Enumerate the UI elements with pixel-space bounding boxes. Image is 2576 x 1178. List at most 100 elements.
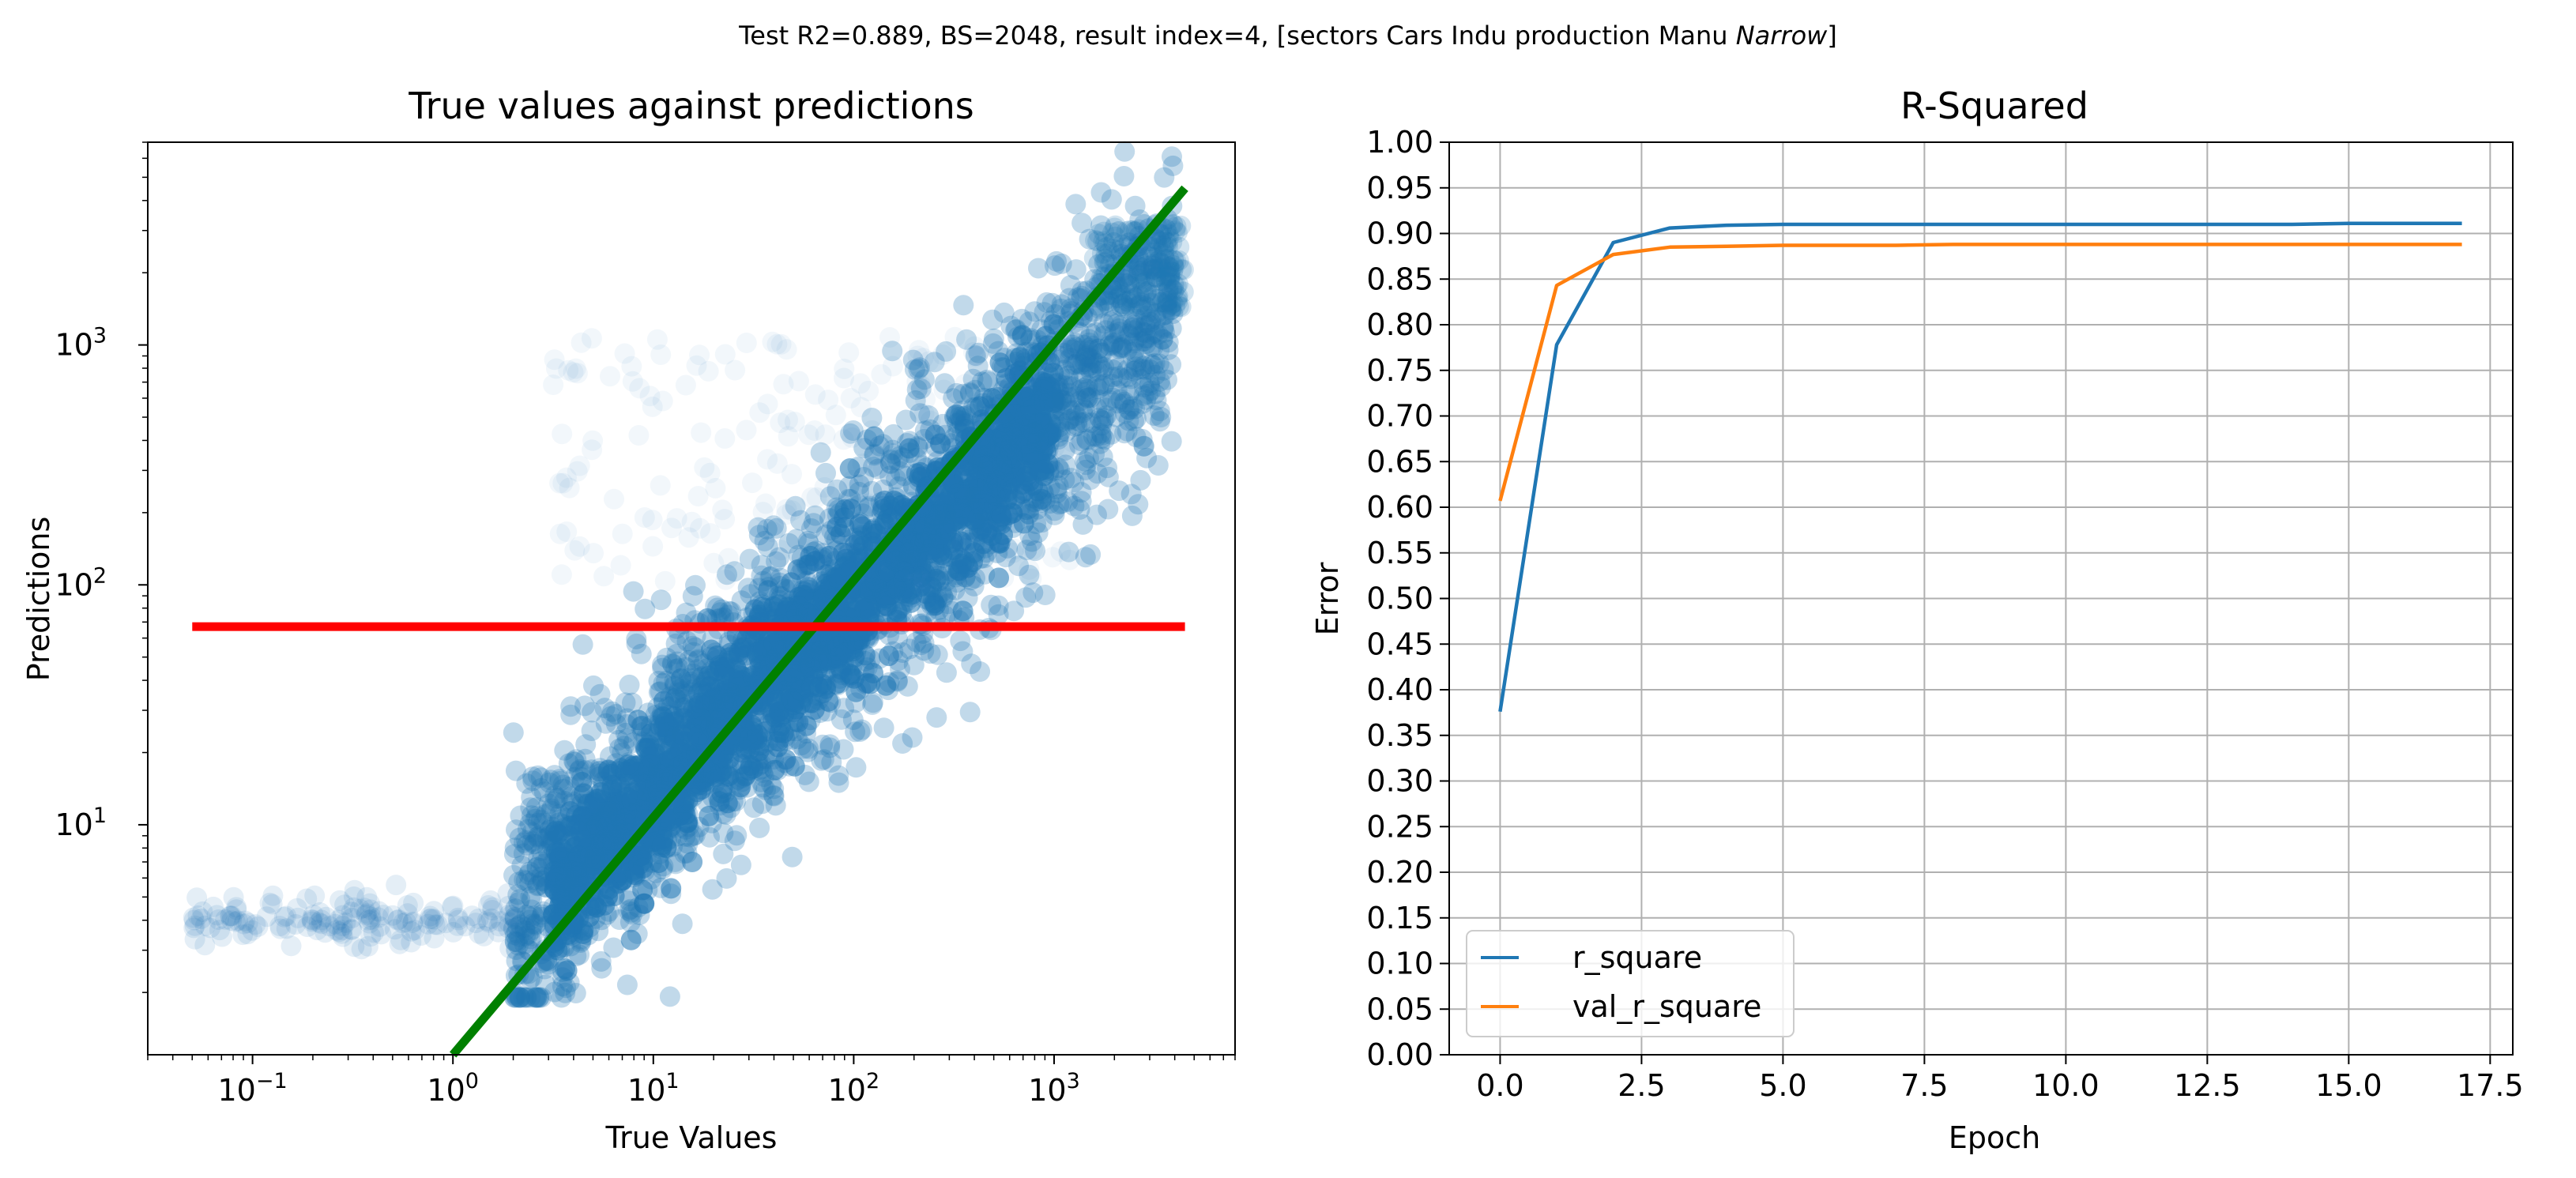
- scatter-point: [1154, 322, 1175, 343]
- y-tick-label: 0.80: [1366, 307, 1433, 342]
- scatter-point: [1067, 410, 1088, 431]
- scatter-point: [1089, 356, 1110, 377]
- scatter-point: [1130, 469, 1151, 491]
- scatter-point: [281, 935, 302, 957]
- scatter-point: [1120, 368, 1142, 390]
- y-tick-label: 0.40: [1366, 672, 1433, 707]
- suptitle-prefix: Test R2=0.889, BS=2048, result index=4, …: [738, 21, 1736, 51]
- scatter-point: [608, 909, 630, 930]
- scatter-point: [810, 442, 831, 463]
- scatter-point: [1143, 284, 1165, 306]
- scatter-point: [1096, 405, 1117, 427]
- scatter-point: [1128, 261, 1150, 282]
- scatter-point: [765, 795, 786, 816]
- scatter-point: [790, 510, 812, 531]
- scatter-point: [1048, 475, 1069, 496]
- scatter-point: [1003, 542, 1024, 563]
- scatter-point: [784, 755, 805, 777]
- scatter-point: [1162, 155, 1184, 176]
- scatter-point: [918, 405, 940, 426]
- scatter-point: [507, 916, 529, 937]
- scatter-point: [1110, 284, 1131, 305]
- scatter-point: [1071, 213, 1093, 234]
- scatter-point: [1135, 333, 1157, 355]
- scatter-point: [955, 487, 976, 508]
- scatter-point: [1129, 343, 1151, 364]
- y-tick-label: 0.10: [1366, 947, 1433, 981]
- scatter-point: [981, 594, 1002, 615]
- scatter-point: [1146, 309, 1167, 330]
- scatter-point: [1070, 390, 1091, 412]
- scatter-point: [569, 455, 590, 476]
- scatter-point: [1090, 409, 1112, 431]
- scatter-point: [661, 653, 683, 674]
- scatter-point: [1077, 387, 1098, 408]
- scatter-point: [511, 855, 533, 876]
- scatter-point: [753, 777, 774, 798]
- scatter-point: [1075, 428, 1097, 450]
- scatter-point: [838, 476, 860, 497]
- scatter-point: [1116, 220, 1137, 242]
- scatter-point: [559, 477, 580, 499]
- scatter-point: [781, 464, 802, 485]
- scatter-point: [1060, 491, 1081, 513]
- scatter-point: [1145, 267, 1166, 288]
- scatter-point: [525, 913, 547, 935]
- scatter-point: [1079, 355, 1100, 376]
- scatter-point: [564, 540, 586, 561]
- scatter-point: [666, 508, 687, 529]
- scatter-point: [514, 920, 536, 941]
- scatter-point: [1155, 219, 1177, 240]
- scatter-point: [1091, 359, 1113, 381]
- scatter-point: [1093, 375, 1114, 397]
- scatter-point: [714, 344, 736, 365]
- scatter-point: [1125, 288, 1147, 309]
- scatter-point: [886, 469, 906, 490]
- series-line-r_square: [1498, 221, 2462, 713]
- scatter-point: [673, 800, 695, 821]
- scatter-point: [740, 755, 761, 776]
- scatter-point: [601, 774, 623, 796]
- scatter-point: [935, 491, 956, 513]
- scatter-point: [1070, 379, 1091, 401]
- scatter-point: [1161, 318, 1182, 339]
- scatter-point: [504, 837, 525, 859]
- scatter-point: [1123, 333, 1144, 354]
- scatter-point: [631, 643, 652, 664]
- x-tick-label: 17.5: [2457, 1068, 2524, 1103]
- scatter-point: [1025, 540, 1045, 562]
- y-tick-label: 0.60: [1366, 490, 1433, 525]
- scatter-point: [1090, 215, 1112, 236]
- scatter-point: [1072, 354, 1093, 375]
- scatter-point: [960, 533, 981, 553]
- scatter-point: [508, 892, 529, 913]
- scatter-point: [545, 820, 567, 841]
- scatter-point: [878, 645, 899, 667]
- scatter-point: [716, 868, 737, 889]
- scatter-point: [518, 864, 539, 885]
- scatter-point: [1098, 499, 1119, 520]
- scatter-point: [983, 328, 1004, 349]
- scatter-point: [527, 826, 548, 848]
- scatter-point: [582, 430, 604, 451]
- scatter-point: [558, 753, 579, 774]
- y-tick-label: 101: [55, 804, 107, 842]
- scatter-point: [549, 523, 571, 544]
- scatter-point: [763, 778, 785, 800]
- scatter-point: [797, 530, 819, 551]
- scatter-point: [868, 458, 889, 480]
- scatter-point: [1015, 587, 1037, 608]
- scatter-point: [699, 826, 720, 848]
- scatter-point: [1125, 427, 1147, 447]
- scatter-point: [897, 676, 918, 697]
- scatter-point: [1155, 272, 1177, 292]
- scatter-point: [652, 654, 672, 676]
- scatter-point: [1128, 285, 1150, 307]
- scatter-point: [560, 786, 582, 807]
- scatter-point: [1114, 393, 1135, 415]
- scatter-x-ticks: 10−1 100 101 102 103: [147, 1055, 1236, 1108]
- scatter-point: [530, 767, 552, 788]
- scatter-point: [1008, 555, 1030, 577]
- scatter-point: [1092, 446, 1113, 468]
- scatter-point: [913, 369, 935, 390]
